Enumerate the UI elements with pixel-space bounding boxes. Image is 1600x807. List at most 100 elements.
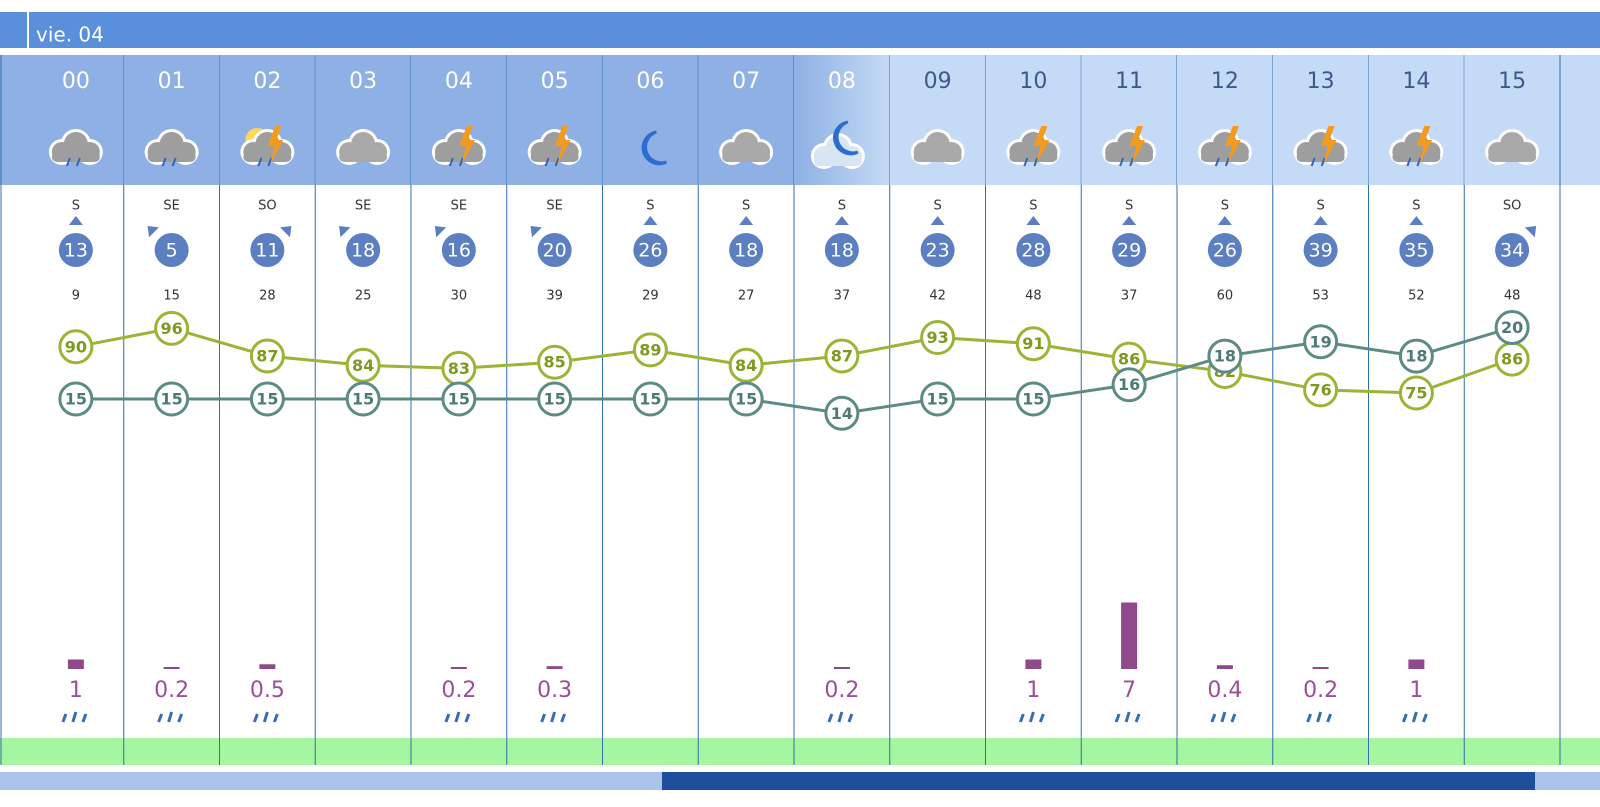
hour-cell (28, 55, 124, 185)
rain-icon (444, 711, 471, 723)
weather-icon (1197, 126, 1252, 167)
temperature-value: 15 (352, 390, 374, 409)
wind-direction: S (646, 199, 654, 214)
temperature-point (441, 381, 477, 417)
precip-bar (1408, 659, 1425, 669)
wind-direction: S (1221, 199, 1229, 214)
cloud-part (1392, 152, 1441, 162)
hour-label: 10 (1019, 69, 1047, 94)
lightning (1224, 126, 1241, 164)
temperature-point (249, 381, 285, 417)
hour-cell (698, 55, 794, 185)
precip-value: 0.2 (824, 678, 859, 703)
wind-direction: SE (163, 199, 179, 214)
wind-speed-badge (729, 233, 764, 267)
temperature-point (632, 381, 668, 417)
wind-arrow (1313, 216, 1328, 225)
wind-speed-badge (824, 233, 859, 267)
hour-label: 08 (828, 69, 856, 94)
hour-cell (602, 55, 699, 185)
temperature-value: 15 (543, 390, 565, 409)
precip-bar (163, 667, 180, 669)
lightning (554, 126, 571, 164)
wind-gust: 29 (642, 289, 659, 304)
rain-drops (257, 157, 273, 167)
wind-arrow (834, 216, 849, 225)
humidity-value: 86 (1118, 350, 1140, 369)
rain-icon (1114, 711, 1141, 723)
humidity-value: 86 (1501, 350, 1523, 369)
hour-label: 07 (732, 69, 760, 94)
wind-speed-badge (920, 233, 955, 267)
wind-speed-badge (250, 233, 285, 267)
hour-cell (889, 55, 986, 185)
precip-bar (1121, 602, 1138, 669)
humidity-point (920, 320, 956, 356)
precip-value: 1 (1026, 678, 1040, 703)
precip-bar (450, 667, 467, 669)
wind-speed: 34 (1500, 240, 1524, 262)
lightning (267, 126, 284, 164)
humidity-value: 83 (448, 359, 470, 378)
wind-gust: 48 (1025, 289, 1042, 304)
rain-drops (1119, 157, 1135, 167)
weather-icon (641, 130, 668, 166)
lightning (1320, 126, 1337, 164)
humidity-point (249, 338, 285, 374)
wind-arrow (530, 225, 542, 238)
hour-cell (1081, 55, 1177, 185)
rain-icon (1401, 711, 1428, 723)
precip-bar (1216, 665, 1233, 669)
lightning (1129, 126, 1146, 164)
hour-label: 02 (253, 69, 281, 94)
wind-direction: SO (258, 199, 276, 214)
humidity-value: 84 (735, 356, 757, 375)
precip-value: 0.2 (441, 678, 476, 703)
wind-speed-badge (346, 233, 381, 267)
weather-icon (1389, 126, 1444, 167)
humidity-value: 87 (831, 347, 853, 366)
hour-label: 11 (1115, 69, 1143, 94)
wind-arrow (1217, 216, 1232, 225)
hour-label: 13 (1307, 69, 1335, 94)
temperature-point (1015, 381, 1051, 417)
precip-value: 0.2 (154, 678, 189, 703)
wind-gust: 37 (1121, 289, 1138, 304)
wind-speed: 23 (926, 240, 950, 262)
wind-speed: 35 (1404, 240, 1428, 262)
wind-arrow (1409, 216, 1424, 225)
wind-speed-badge (1112, 233, 1147, 267)
hour-label: 14 (1402, 69, 1430, 94)
cloud-part (1009, 152, 1058, 162)
wind-arrow (68, 216, 83, 225)
humidity-point (1015, 326, 1051, 362)
cloud-part (1488, 152, 1537, 162)
precip-value: 0.5 (250, 678, 285, 703)
humidity-point (345, 347, 381, 383)
weather-icon (910, 129, 965, 165)
date-bar (0, 12, 1600, 48)
rain-drops (65, 157, 81, 167)
wind-speed-badge (537, 233, 572, 267)
temperature-point (345, 381, 381, 417)
moon (641, 130, 668, 166)
temperature-point (1494, 310, 1530, 345)
scrollbar-thumb[interactable] (662, 772, 1535, 790)
wind-gust: 53 (1312, 289, 1329, 304)
cloud-part (1200, 152, 1249, 162)
weather-icon (810, 120, 865, 169)
precip-bar (546, 666, 563, 669)
temperature-value: 18 (1405, 347, 1427, 366)
temperature-value: 16 (1118, 375, 1140, 394)
temperature-point (154, 381, 190, 417)
wind-direction: S (1029, 199, 1037, 214)
cloud-part (913, 152, 962, 162)
rain-icon (540, 711, 567, 723)
cloud-part (434, 152, 483, 162)
wind-gust: 42 (929, 289, 946, 304)
humidity-line (75, 326, 1513, 395)
weather-icon (431, 126, 486, 167)
wind-gust: 60 (1217, 289, 1234, 304)
rain-icon (157, 711, 184, 723)
temperature-value: 19 (1309, 332, 1331, 351)
